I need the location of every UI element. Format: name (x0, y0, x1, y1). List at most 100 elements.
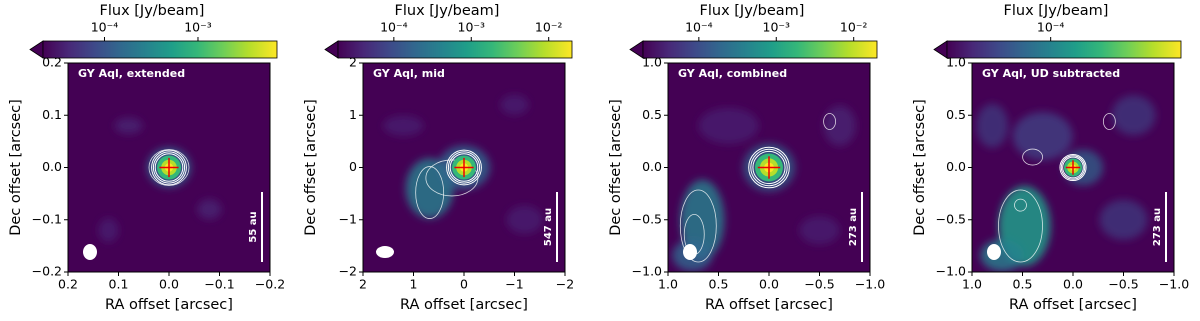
beam (376, 246, 394, 258)
emission-blob (1111, 95, 1156, 136)
image: 55 au GY Aql, extended (68, 63, 270, 272)
colorbar-title: Flux [Jy/beam] (395, 3, 500, 19)
colorbar (642, 40, 878, 59)
contour (446, 149, 482, 186)
image: 547 au GY Aql, mid (363, 63, 565, 272)
colorbar-tick-label: 10⁻³ (458, 20, 486, 35)
colorbar-extend (29, 40, 44, 59)
panel: 273 au GY Aql, combined 1.0 0.5 0.0 −0.5 −1.0 −… (608, 3, 885, 313)
y-tick-label: 0.0 (42, 159, 62, 174)
x-tick-label: 0.0 (1063, 277, 1083, 292)
y-tick-label: −1.0 (936, 264, 966, 279)
contour (415, 166, 445, 219)
x-tick-label: 0.1 (109, 277, 129, 292)
image: 273 au GY Aql, combined (668, 63, 870, 272)
emission-blob (383, 115, 424, 136)
emission-blob (98, 218, 119, 243)
beam (83, 244, 97, 260)
panel-label: GY Aql, UD subtracted (982, 67, 1120, 80)
panel: 547 au GY Aql, mid 2 1 0 −1 −2 −2 −1 0 1 2 RA offset… (303, 3, 574, 313)
y-tick-label: −0.5 (936, 211, 966, 226)
y-tick-label: 0 (349, 159, 357, 174)
scale-bar-label: 273 au (848, 208, 859, 246)
colorbar-title: Flux [Jy/beam] (1004, 3, 1109, 19)
colorbar-extend (629, 40, 644, 59)
x-axis-label: RA offset [arcsec] (400, 297, 528, 313)
contour (1022, 148, 1043, 166)
colorbar-tick-label: 10⁻⁴ (91, 20, 119, 35)
x-axis-label: RA offset [arcsec] (705, 297, 833, 313)
y-tick-label: −1 (339, 211, 357, 226)
x-tick-label: 1.0 (962, 277, 982, 292)
y-axis-label: Dec offset [arcsec] (912, 99, 928, 236)
contour (748, 146, 790, 189)
emission-blob (976, 103, 1009, 148)
emission-blob (500, 94, 529, 115)
colorbar-tick-label: 10⁻³ (184, 20, 212, 35)
panel: 55 au GY Aql, extended 0.2 0.1 0.0 −0.1 −0.2 −0… (8, 3, 285, 313)
contour (750, 148, 788, 187)
colorbar-title: Flux [Jy/beam] (700, 3, 805, 19)
emission-blob (823, 105, 856, 146)
colorbar-tick-label: 10⁻³ (763, 20, 791, 35)
colorbar-extend (933, 40, 948, 59)
y-tick-label: 0.0 (642, 159, 662, 174)
x-axis-label: RA offset [arcsec] (1009, 297, 1137, 313)
contour (449, 153, 479, 182)
x-tick-label: −1.0 (1159, 277, 1189, 292)
x-tick-label: −1.0 (855, 277, 885, 292)
colorbar (337, 40, 573, 59)
beam (987, 244, 1001, 260)
y-tick-label: −1.0 (632, 264, 662, 279)
y-tick-label: −0.2 (32, 264, 62, 279)
emission-blob (980, 239, 1025, 272)
emission-blob (506, 205, 543, 234)
colorbar-tick-label: 10⁻² (535, 20, 563, 35)
colorbar-tick-label: 10⁻⁴ (380, 20, 408, 35)
contour (1062, 156, 1084, 179)
contour (154, 153, 184, 182)
y-tick-label: 0.1 (42, 107, 62, 122)
contour (679, 189, 717, 263)
contour (151, 149, 187, 186)
x-tick-label: 2 (359, 277, 367, 292)
x-tick-label: −0.2 (255, 277, 285, 292)
x-tick-label: 0.0 (159, 277, 179, 292)
x-tick-label: −2 (556, 277, 574, 292)
y-tick-label: 0.0 (946, 159, 966, 174)
image: 273 au GY Aql, UD subtracted (972, 63, 1174, 272)
panel-label: GY Aql, mid (373, 67, 445, 80)
contour (447, 151, 481, 184)
emission-blob (698, 107, 759, 144)
x-tick-label: 0.2 (58, 277, 78, 292)
x-tick-label: 0.5 (709, 277, 729, 292)
contour (1059, 153, 1087, 182)
x-tick-label: −0.5 (1108, 277, 1138, 292)
emission-blob (197, 199, 222, 220)
contour (1014, 198, 1027, 212)
colorbar-extend (324, 40, 339, 59)
y-tick-label: 2 (349, 55, 357, 70)
x-tick-label: 1 (410, 277, 418, 292)
contour (998, 189, 1043, 263)
emission-blob (1012, 112, 1073, 161)
scale-bar-label: 273 au (1152, 208, 1163, 246)
beam (683, 244, 697, 260)
x-tick-label: −1 (505, 277, 523, 292)
colorbar-tick-label: 10⁻⁴ (1037, 20, 1065, 35)
y-tick-label: 0.5 (946, 107, 966, 122)
emission-blob (1099, 199, 1148, 240)
contour (1060, 155, 1086, 180)
contour (1102, 113, 1116, 130)
y-tick-label: 1 (349, 107, 357, 122)
y-axis-label: Dec offset [arcsec] (608, 99, 624, 236)
contour (148, 149, 190, 186)
colorbar (946, 40, 1182, 59)
scale-bar-label: 55 au (248, 211, 259, 242)
x-tick-label: −0.5 (804, 277, 834, 292)
x-axis-label: RA offset [arcsec] (105, 297, 233, 313)
colorbar-title: Flux [Jy/beam] (100, 3, 205, 19)
panel-label: GY Aql, combined (678, 67, 787, 80)
y-tick-label: −0.1 (32, 211, 62, 226)
